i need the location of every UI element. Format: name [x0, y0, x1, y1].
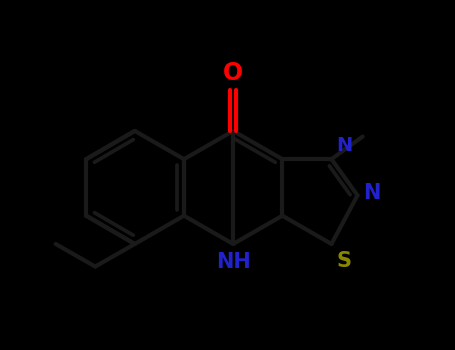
- Text: NH: NH: [216, 252, 251, 272]
- Text: O: O: [223, 61, 243, 85]
- Text: N: N: [336, 136, 352, 155]
- Text: N: N: [363, 182, 380, 203]
- Text: S: S: [336, 251, 351, 271]
